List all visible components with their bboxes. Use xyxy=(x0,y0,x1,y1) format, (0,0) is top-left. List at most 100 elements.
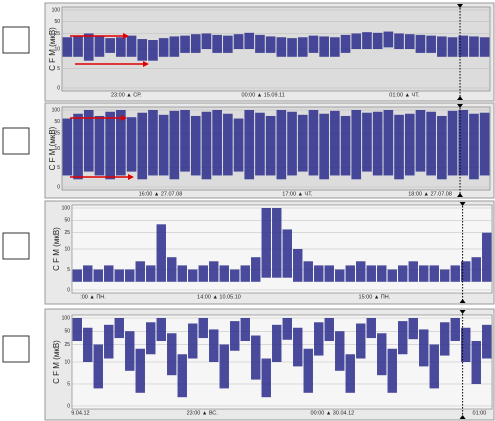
trace-segment xyxy=(146,265,156,282)
trace-segment xyxy=(419,329,429,367)
trace-segment xyxy=(429,265,439,282)
annotation-arrow-head xyxy=(128,174,134,180)
trace-segment xyxy=(450,318,460,342)
trace-segment xyxy=(62,118,73,176)
trace-segment xyxy=(93,344,103,389)
trace-segment xyxy=(404,113,415,176)
trace-segment xyxy=(240,318,250,342)
cursor-marker xyxy=(457,104,464,108)
x-tick-label: 01:00 xyxy=(473,410,487,416)
trace-segment xyxy=(383,31,394,48)
trace-segment xyxy=(387,269,397,282)
trace-segment xyxy=(126,117,137,172)
x-tick-label: 14:00 ▲ 10.05.10 xyxy=(197,294,241,300)
y-tick-label: 25 xyxy=(54,131,60,137)
y-tick-label: 50 xyxy=(54,19,60,25)
trace-segment xyxy=(137,112,148,180)
trace-segment xyxy=(62,37,73,57)
trace-segment xyxy=(83,327,93,362)
trace-segment xyxy=(351,110,362,180)
trace-segment xyxy=(458,35,469,57)
trace-segment xyxy=(73,113,83,180)
trace-segment xyxy=(287,111,297,176)
trace-segment xyxy=(314,322,324,356)
trace-segment xyxy=(272,324,282,362)
trace-segment xyxy=(398,321,408,355)
trace-segment xyxy=(114,269,124,282)
y-axis-label: C F M (мкВ) xyxy=(48,126,57,170)
trace-segment xyxy=(240,265,250,282)
trace-segment xyxy=(158,38,169,57)
trace-segment xyxy=(437,36,447,57)
trace-segment xyxy=(394,114,404,180)
trace-segment xyxy=(167,257,177,282)
trace-segment xyxy=(440,269,450,282)
y-tick-label: 5 xyxy=(57,165,60,171)
trace-segment xyxy=(387,348,397,393)
checkbox[interactable] xyxy=(2,232,30,260)
trace-segment xyxy=(223,113,233,176)
trace-segment xyxy=(340,34,351,53)
trace-segment xyxy=(116,37,126,57)
checkbox[interactable] xyxy=(2,335,30,363)
x-tick-label: 23:00 ▲ ВС. xyxy=(187,410,219,416)
trace-segment xyxy=(362,112,372,172)
y-axis-label: C F M (мкВ) xyxy=(52,227,61,271)
trace-segment xyxy=(137,39,148,61)
annotation-arrow-head xyxy=(143,61,149,67)
x-tick-label: 23:00 ▲ СР. xyxy=(111,92,142,98)
trace-segment xyxy=(356,261,366,282)
checkbox[interactable] xyxy=(2,127,30,155)
x-tick-label: 15:00 ▲ ПН. xyxy=(359,294,391,300)
trace-segment xyxy=(219,265,229,282)
trace-segment xyxy=(223,35,233,53)
trace-segment xyxy=(469,36,479,57)
trace-segment xyxy=(408,261,418,282)
cursor-marker xyxy=(457,4,464,8)
x-tick-label: 18:00 ▲ 27.07.08 xyxy=(408,191,452,197)
trace-segment xyxy=(394,33,404,49)
x-tick-label: 00:00 ▲ 30.04.12 xyxy=(311,410,355,416)
trace-segment xyxy=(372,32,383,49)
trace-segment xyxy=(461,327,471,362)
trace-segment xyxy=(265,115,276,176)
trace-segment xyxy=(458,110,469,176)
trace-segment xyxy=(383,110,394,176)
y-axis-label: C F M (мкВ) xyxy=(52,340,61,384)
trace-segment xyxy=(158,114,169,176)
y-tick-label: 10 xyxy=(54,146,60,152)
y-tick-label: 100 xyxy=(52,107,61,113)
x-tick-label: 00:00 ▲ 15.09.11 xyxy=(242,92,285,98)
y-tick-label: 100 xyxy=(62,205,71,211)
annotation-arrow-head xyxy=(121,115,127,121)
trace-segment xyxy=(114,318,124,339)
trace-segment xyxy=(471,257,481,282)
trace-segment xyxy=(212,110,222,176)
trace-segment xyxy=(362,32,372,49)
trace-segment xyxy=(83,33,94,61)
trace-segment xyxy=(105,111,115,180)
cursor-marker xyxy=(459,299,466,303)
trace-segment xyxy=(282,229,292,278)
trace-segment xyxy=(169,110,180,180)
trace-segment xyxy=(148,40,158,61)
trace-segment xyxy=(83,110,94,172)
trace-segment xyxy=(351,33,362,49)
trace-segment xyxy=(251,257,261,282)
trace-segment xyxy=(180,35,190,53)
trace-segment xyxy=(169,36,180,57)
trace-segment xyxy=(230,269,240,282)
trace-segment xyxy=(156,318,166,342)
checkbox[interactable] xyxy=(2,26,30,54)
y-tick-label: 0 xyxy=(67,403,70,409)
trace-segment xyxy=(319,113,329,180)
trace-segment xyxy=(308,110,319,176)
trace-segment xyxy=(482,324,492,359)
x-tick-label: 01:00 ▲ ЧТ. xyxy=(389,92,420,98)
annotation-arrow-head xyxy=(123,33,129,39)
y-tick-label: 0 xyxy=(67,287,70,293)
trace-segment xyxy=(314,265,324,282)
trace-segment xyxy=(116,110,126,176)
trace-segment xyxy=(324,318,334,342)
trace-segment xyxy=(426,111,436,176)
